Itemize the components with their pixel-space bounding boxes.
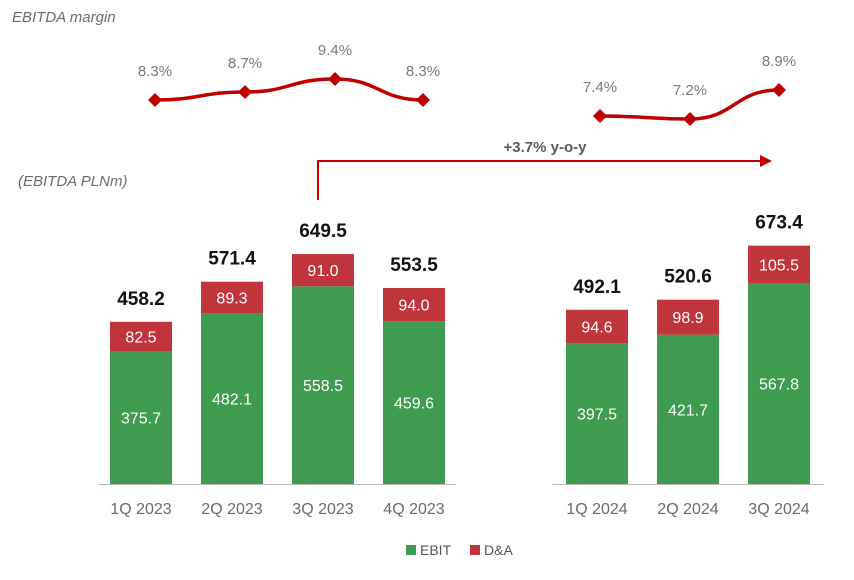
da-value-label: 94.6	[581, 320, 612, 337]
total-value-label: 571.4	[208, 249, 256, 270]
total-value-label: 673.4	[755, 213, 803, 234]
yoy-annotation: +3.7% y-o-y	[504, 139, 588, 156]
margin-line-chart: 8.3% 8.7% 9.4% 8.3% 7.4% 7.2% 8.9%	[138, 42, 796, 126]
margin-marker	[683, 112, 697, 126]
da-bar	[383, 288, 445, 322]
margin-line-2023	[153, 77, 425, 102]
da-bar	[292, 254, 354, 287]
margin-marker	[416, 93, 430, 107]
margin-value-label: 8.9%	[762, 53, 796, 70]
da-bar	[657, 299, 719, 335]
legend-label: D&A	[484, 542, 513, 558]
da-value-label: 89.3	[216, 291, 247, 308]
ebit-value-label: 397.5	[577, 407, 617, 424]
da-value-label: 98.9	[672, 310, 703, 327]
y-axis-title: (EBITDA PLNm)	[18, 173, 127, 190]
ebit-value-label: 421.7	[668, 402, 708, 419]
yoy-arrow: +3.7% y-o-y	[317, 139, 772, 200]
da-bar	[748, 245, 810, 283]
ebit-bar	[201, 313, 263, 484]
da-bar	[201, 281, 263, 314]
margin-value-label: 7.4%	[583, 79, 617, 96]
legend-label: EBIT	[420, 542, 452, 558]
x-tick-label: 3Q 2024	[748, 501, 809, 518]
margin-marker	[238, 85, 252, 99]
da-value-label: 82.5	[125, 329, 156, 346]
da-value-label: 94.0	[398, 298, 429, 315]
x-tick-label: 3Q 2023	[292, 501, 353, 518]
da-bar	[566, 309, 628, 344]
yoy-arrow-head	[760, 155, 772, 167]
margin-marker	[148, 93, 162, 107]
margin-marker	[328, 72, 342, 86]
x-tick-label: 2Q 2024	[657, 501, 718, 518]
ebit-value-label: 567.8	[759, 376, 799, 393]
da-value-label: 91.0	[307, 263, 338, 280]
margin-marker	[593, 109, 607, 123]
ebit-bar	[383, 321, 445, 484]
legend-swatch	[470, 545, 480, 555]
margin-title: EBITDA margin	[12, 9, 116, 26]
total-value-label: 649.5	[299, 221, 347, 242]
ebit-bar	[566, 343, 628, 484]
margin-value-label: 8.7%	[228, 55, 262, 72]
da-value-label: 105.5	[759, 257, 799, 274]
bar-chart: 375.7 82.5 458.2 1Q 2023 482.1 89.3 571.4 2Q 20…	[98, 213, 824, 518]
total-value-label: 553.5	[390, 255, 438, 276]
x-tick-label: 4Q 2023	[383, 501, 444, 518]
margin-value-label: 8.3%	[138, 63, 172, 80]
margin-marker	[772, 83, 786, 97]
total-value-label: 458.2	[117, 289, 165, 310]
margin-value-label: 9.4%	[318, 42, 352, 59]
legend: EBIT D&A	[406, 542, 513, 558]
ebit-bar	[657, 334, 719, 484]
da-bar	[110, 321, 172, 352]
ebit-value-label: 482.1	[212, 392, 252, 409]
margin-value-label: 7.2%	[673, 82, 707, 99]
ebit-bar	[748, 282, 810, 484]
ebit-bar	[110, 351, 172, 484]
ebit-bar	[292, 286, 354, 484]
total-value-label: 492.1	[573, 277, 621, 298]
yoy-arrow-line	[317, 160, 762, 200]
ebit-value-label: 459.6	[394, 396, 434, 413]
x-tick-label: 1Q 2023	[110, 501, 171, 518]
legend-swatch	[406, 545, 416, 555]
x-tick-label: 1Q 2024	[566, 501, 627, 518]
ebit-value-label: 375.7	[121, 411, 161, 428]
total-value-label: 520.6	[664, 267, 712, 288]
ebit-value-label: 558.5	[303, 378, 343, 395]
x-tick-label: 2Q 2023	[201, 501, 262, 518]
margin-value-label: 8.3%	[406, 63, 440, 80]
